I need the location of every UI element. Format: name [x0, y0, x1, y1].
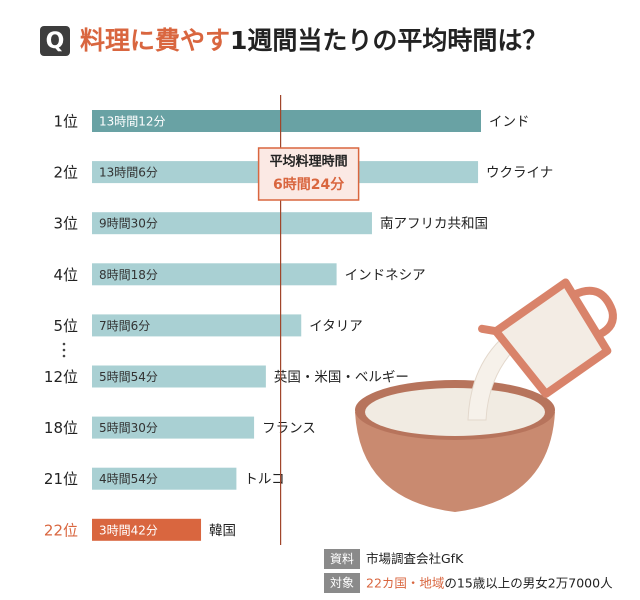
source: 資料 市場調査会社GfK 対象 22カ国・地域の15歳以上の男女2万7000人	[324, 549, 613, 593]
dot	[62, 342, 66, 346]
bar	[92, 365, 266, 388]
target-tag: 対象	[330, 576, 354, 590]
rank-label: 21位	[44, 470, 78, 488]
rank-label: 5位	[53, 317, 78, 335]
bar	[92, 518, 202, 541]
source-tag: 資料	[330, 552, 354, 566]
rank-label: 4位	[53, 266, 78, 284]
bar	[92, 416, 255, 439]
country-label: ウクライナ	[486, 165, 553, 181]
rank-label: 12位	[44, 368, 78, 386]
source-text: 市場調査会社GfK	[366, 551, 464, 566]
value-label: 9時間30分	[99, 217, 158, 231]
average-label: 平均料理時間	[270, 154, 348, 170]
pour-stream	[467, 339, 513, 421]
target-text: 22カ国・地域の15歳以上の男女2万7000人	[366, 575, 613, 590]
country-label: 韓国	[209, 523, 236, 539]
rank-label: 1位	[53, 113, 78, 131]
value-label: 13時間6分	[99, 166, 158, 180]
jug-spout	[478, 324, 500, 336]
value-label: 7時間6分	[99, 319, 150, 333]
value-label: 13時間12分	[99, 115, 166, 129]
value-label: 5時間54分	[99, 370, 158, 384]
value-label: 3時間42分	[99, 523, 158, 537]
jug-body	[491, 278, 612, 398]
country-label: 南アフリカ共和国	[380, 216, 488, 232]
q-icon	[40, 26, 70, 56]
title-rest: 1週間当たりの平均時間は？	[230, 26, 547, 55]
rank-label: 18位	[44, 419, 78, 437]
target-tag-box	[324, 573, 360, 593]
chart-title: 料理に費やす1週間当たりの平均時間は？	[80, 26, 547, 55]
bar	[92, 110, 481, 132]
country-label: インド	[489, 114, 530, 130]
rank-label: 3位	[53, 215, 78, 233]
dot	[62, 354, 66, 358]
country-label: インドネシア	[345, 267, 426, 283]
title-highlight: 料理に費やす	[80, 26, 230, 55]
bar	[92, 467, 237, 490]
bar	[92, 263, 337, 286]
average: 平均料理時間 6時間24分	[257, 95, 360, 545]
average-box	[257, 147, 360, 201]
country-label: 英国・米国・ベルギー	[274, 369, 409, 386]
source-tag-box	[324, 549, 360, 569]
value-label: 5時間30分	[99, 421, 158, 435]
average-value: 6時間24分	[273, 176, 344, 193]
bowl-contents	[365, 388, 545, 436]
ellipsis	[62, 342, 66, 358]
value-label: 8時間18分	[99, 268, 158, 282]
q-letter: Q	[46, 29, 65, 54]
value-label: 4時間54分	[99, 472, 158, 486]
country-label: イタリア	[309, 318, 362, 334]
rank-label: 2位	[53, 164, 78, 182]
rank-label: 22位	[44, 521, 78, 539]
illustration	[355, 278, 617, 512]
country-label: トルコ	[244, 472, 284, 488]
bar	[92, 314, 302, 337]
country-label: フランス	[262, 421, 316, 437]
jug	[478, 278, 617, 398]
dot	[62, 348, 66, 352]
target-highlight: 22カ国・地域	[366, 575, 444, 590]
jug-handle	[572, 286, 617, 339]
bar	[92, 212, 372, 235]
bowl-body	[355, 412, 555, 512]
target-rest: の15歳以上の男女2万7000人	[444, 575, 613, 590]
